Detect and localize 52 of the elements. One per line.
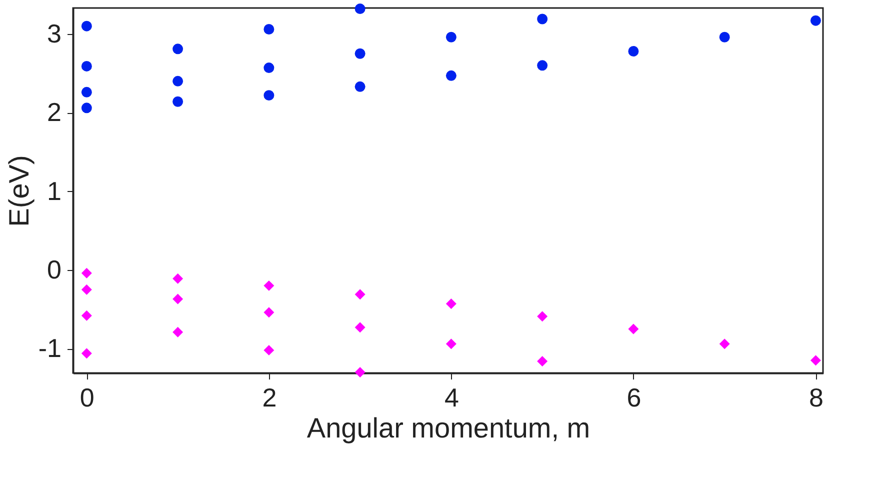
point: [172, 44, 184, 54]
point: [810, 15, 821, 26]
x-axis-title: Angular momentum, m: [306, 412, 590, 444]
point: [354, 322, 366, 333]
point: [81, 310, 92, 321]
point: [354, 366, 366, 378]
point: [81, 284, 92, 295]
y-tick-label: 1: [47, 176, 62, 206]
y-tick-label: 3: [47, 18, 62, 48]
point: [172, 294, 184, 304]
point: [446, 298, 456, 310]
point: [172, 76, 184, 86]
point: [172, 273, 184, 284]
point: [354, 48, 366, 59]
point: [628, 324, 639, 334]
point: [264, 344, 274, 356]
point: [172, 326, 184, 338]
point: [81, 348, 92, 359]
point: [537, 60, 548, 71]
point: [81, 20, 92, 32]
point: [446, 32, 456, 42]
point: [354, 289, 366, 300]
point: [446, 338, 456, 350]
point: [81, 102, 92, 114]
y-axis-title: E(eV): [3, 155, 34, 227]
point: [264, 307, 274, 318]
point: [354, 81, 366, 92]
point: [264, 90, 274, 101]
point: [172, 96, 184, 107]
point: [537, 311, 548, 322]
y-tick-label: 2: [47, 97, 62, 128]
point: [81, 60, 92, 72]
x-tick-label: 4: [444, 382, 459, 412]
point: [719, 338, 730, 350]
point: [446, 70, 456, 81]
point: [810, 355, 821, 366]
point: [628, 46, 639, 56]
y-tick-label: 0: [47, 254, 62, 284]
x-tick-label: 8: [808, 382, 824, 412]
y-tick-label: -1: [38, 333, 62, 364]
point: [81, 268, 92, 278]
point: [719, 32, 730, 42]
x-tick-label: 0: [80, 382, 94, 412]
point: [264, 24, 274, 34]
x-tick-label: 2: [262, 382, 277, 412]
point: [537, 14, 548, 24]
x-tick-label: 6: [626, 382, 642, 412]
point: [81, 86, 92, 98]
point: [264, 62, 274, 74]
point: [354, 4, 366, 14]
point: [537, 356, 548, 366]
point: [264, 280, 274, 291]
